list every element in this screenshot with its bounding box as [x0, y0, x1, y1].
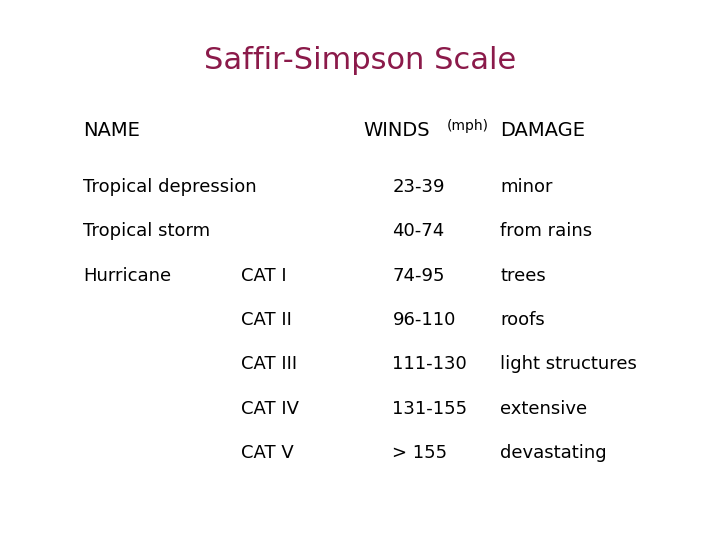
- Text: CAT II: CAT II: [241, 311, 292, 329]
- Text: 111-130: 111-130: [392, 355, 467, 373]
- Text: 40-74: 40-74: [392, 222, 445, 240]
- Text: Hurricane: Hurricane: [83, 267, 171, 285]
- Text: 23-39: 23-39: [392, 178, 445, 196]
- Text: NAME: NAME: [83, 122, 140, 140]
- Text: CAT V: CAT V: [241, 444, 294, 462]
- Text: > 155: > 155: [392, 444, 448, 462]
- Text: 131-155: 131-155: [392, 400, 467, 417]
- Text: devastating: devastating: [500, 444, 607, 462]
- Text: CAT I: CAT I: [241, 267, 287, 285]
- Text: roofs: roofs: [500, 311, 545, 329]
- Text: CAT IV: CAT IV: [241, 400, 300, 417]
- Text: (mph): (mph): [446, 119, 488, 133]
- Text: Tropical storm: Tropical storm: [83, 222, 210, 240]
- Text: extensive: extensive: [500, 400, 588, 417]
- Text: 96-110: 96-110: [392, 311, 456, 329]
- Text: trees: trees: [500, 267, 546, 285]
- Text: Tropical depression: Tropical depression: [83, 178, 256, 196]
- Text: light structures: light structures: [500, 355, 637, 373]
- Text: Saffir-Simpson Scale: Saffir-Simpson Scale: [204, 46, 516, 75]
- Text: DAMAGE: DAMAGE: [500, 122, 585, 140]
- Text: CAT III: CAT III: [241, 355, 297, 373]
- Text: 74-95: 74-95: [392, 267, 445, 285]
- Text: WINDS: WINDS: [364, 122, 431, 140]
- Text: minor: minor: [500, 178, 553, 196]
- Text: from rains: from rains: [500, 222, 593, 240]
